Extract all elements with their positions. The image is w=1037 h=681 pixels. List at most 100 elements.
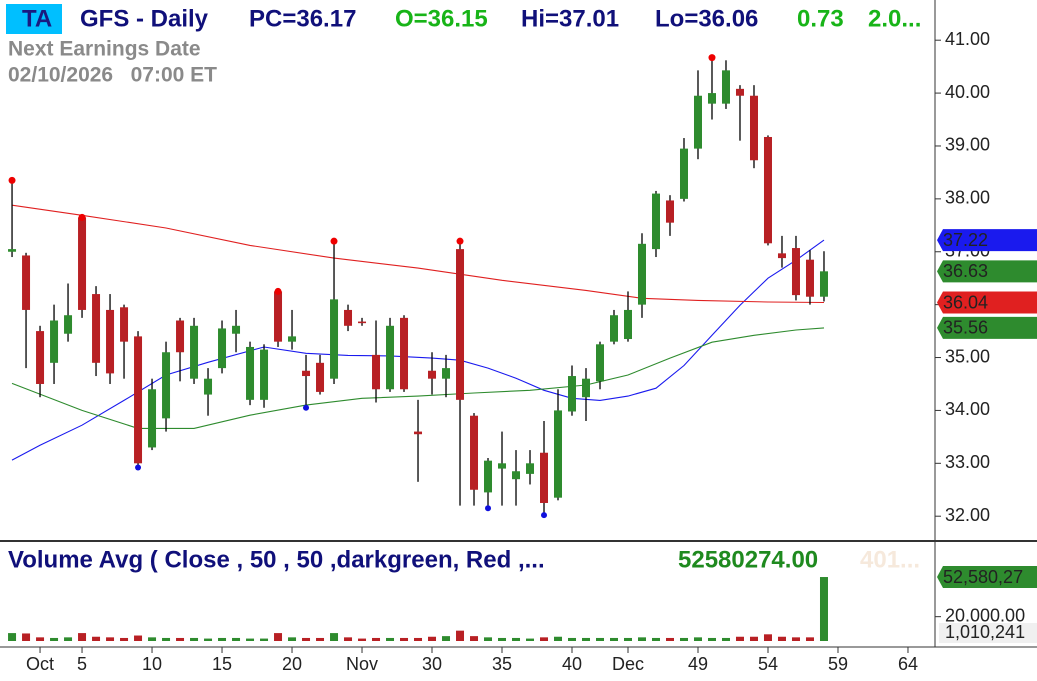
candle-body	[176, 320, 185, 353]
y-tick-label: 34.00	[945, 399, 990, 419]
last-close-label: 36.63	[943, 261, 988, 281]
volume-bar	[148, 637, 157, 641]
volume-bar	[623, 637, 632, 641]
candle-body	[8, 249, 17, 252]
high: Hi=37.01	[521, 5, 619, 32]
candle-body	[148, 389, 157, 448]
volume-faint-label: 1,010,241	[945, 622, 1025, 642]
candle-body	[78, 217, 87, 310]
moving-average-last-label: 37.22	[943, 230, 988, 250]
x-tick-label: 64	[898, 654, 918, 674]
volume-bar	[735, 636, 744, 641]
volume-bar	[162, 637, 171, 641]
volume-bar	[204, 638, 213, 641]
candle-body	[596, 344, 605, 382]
volume-bar	[372, 637, 381, 641]
volume-bar	[749, 636, 758, 641]
volume-bar	[651, 637, 660, 641]
y-tick-label: 41.00	[945, 29, 990, 49]
candle-body	[92, 294, 101, 363]
volume-bar	[512, 637, 521, 641]
candle-body	[707, 93, 716, 104]
candle-body	[568, 376, 577, 412]
candle-body	[498, 463, 507, 469]
volume-bar	[582, 637, 591, 641]
candle-body	[679, 148, 688, 199]
moving-average-last-box	[937, 291, 1037, 314]
volume-title: Volume Avg ( Close , 50 , 50 ,darkgreen,…	[8, 546, 545, 573]
volume-bar	[106, 637, 115, 641]
candle-body	[330, 299, 339, 379]
volume-bar	[637, 637, 646, 641]
candle-body	[805, 259, 814, 297]
candle-body	[512, 471, 521, 480]
pivot-low	[135, 464, 142, 471]
moving-average-last-label: 36.04	[943, 292, 988, 312]
volume-bar	[22, 633, 31, 641]
earnings-title: Next Earnings Date	[8, 38, 201, 61]
candle-body	[344, 309, 353, 326]
volume-bar	[358, 638, 367, 641]
volume-bar	[610, 637, 619, 641]
x-tick-label: 49	[688, 654, 708, 674]
candle-body	[246, 346, 255, 400]
y-tick-label: 33.00	[945, 452, 990, 472]
candle-body	[50, 320, 59, 363]
volume-bar	[176, 637, 185, 641]
candle-body	[651, 193, 660, 250]
candle-body	[400, 317, 409, 390]
volume-bar	[568, 637, 577, 641]
volume-bar	[428, 636, 437, 641]
candle-body	[120, 307, 129, 342]
moving-average-last-box	[937, 316, 1037, 339]
x-tick-label: 20	[282, 654, 302, 674]
x-tick-label: 59	[828, 654, 848, 674]
x-tick-label: Oct	[26, 654, 54, 674]
y-tick-label: 38.00	[945, 188, 990, 208]
candle-body	[64, 315, 73, 334]
volume-bar	[246, 638, 255, 641]
volume-bar	[456, 630, 465, 641]
volume-last-label: 52,580,27	[943, 567, 1023, 587]
prev-close: PC=36.17	[249, 5, 356, 32]
volume-bar	[78, 633, 87, 641]
moving-average-last-box	[937, 229, 1037, 252]
candle-body	[218, 328, 227, 369]
volume-bar	[679, 637, 688, 641]
volume-value: 52580274.00	[678, 546, 818, 573]
x-tick-label: 30	[422, 654, 442, 674]
candle-body	[735, 88, 744, 96]
volume-bar	[791, 637, 800, 641]
volume-bar	[274, 633, 283, 641]
pivot-high	[78, 213, 86, 221]
pivot-low	[303, 404, 310, 411]
pivot-high	[456, 237, 464, 245]
volume-bar	[330, 633, 339, 641]
volume-bar	[316, 637, 325, 641]
y-tick-label: 32.00	[945, 505, 990, 525]
volume-bar	[596, 637, 605, 641]
symbol: GFS - Daily	[80, 5, 209, 32]
pivot-low	[541, 512, 548, 519]
volume-bar	[190, 637, 199, 641]
volume-bar	[484, 637, 493, 641]
candle-body	[204, 378, 213, 395]
candle-body	[162, 352, 171, 419]
volume-bar	[302, 637, 311, 641]
pivot-high	[274, 287, 282, 295]
volume-bar	[64, 637, 73, 641]
candle-body	[791, 248, 800, 296]
volume-bar	[120, 637, 129, 641]
header: TA GFS - Daily PC=36.17 O=36.15 Hi=37.01…	[22, 5, 921, 32]
volume-bar	[414, 637, 423, 641]
volume-faint-box	[939, 623, 1037, 643]
candle-body	[232, 325, 241, 334]
pivot-high	[330, 237, 338, 245]
candle-body	[36, 331, 45, 384]
volume-bar	[721, 637, 730, 641]
candle-body	[819, 271, 828, 297]
pivot-high	[8, 176, 16, 184]
volume-bar	[36, 637, 45, 641]
candle-body	[372, 354, 381, 390]
